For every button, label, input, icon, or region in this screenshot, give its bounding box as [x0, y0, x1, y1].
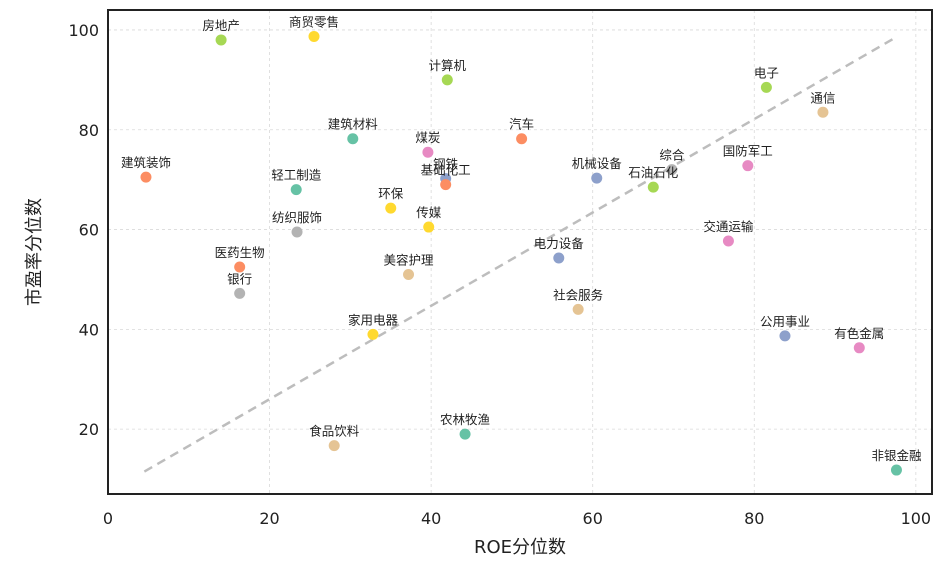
plot-frame	[107, 9, 933, 495]
data-point	[722, 235, 734, 247]
data-point	[591, 172, 603, 184]
trendline-layer	[143, 36, 897, 473]
data-point	[760, 81, 772, 93]
y-tick-label: 40	[79, 320, 99, 339]
point-label: 银行	[227, 271, 252, 286]
point-label: 家用电器	[348, 312, 399, 327]
point-label: 环保	[378, 186, 404, 201]
point-label: 煤炭	[415, 130, 440, 145]
x-tick-label: 100	[901, 509, 932, 528]
data-point	[215, 34, 227, 46]
data-point	[234, 287, 246, 299]
y-tick-label: 80	[79, 121, 99, 140]
data-point	[403, 268, 415, 280]
data-point	[459, 428, 471, 440]
point-label: 轻工制造	[271, 168, 322, 183]
point-label: 建筑材料	[328, 117, 379, 132]
point-label: 公用事业	[760, 314, 810, 329]
point-label: 机械设备	[572, 156, 623, 171]
point-label: 食品饮料	[309, 424, 360, 439]
x-tick-label: 80	[744, 509, 764, 528]
y-tick-label: 60	[79, 221, 99, 240]
data-point	[572, 303, 584, 315]
data-point	[385, 202, 397, 214]
y-tick-label: 20	[79, 420, 99, 439]
point-label: 美容护理	[384, 252, 435, 267]
point-label: 医药生物	[215, 245, 265, 260]
x-tick-label: 20	[259, 509, 279, 528]
data-point	[291, 226, 303, 238]
point-label: 有色金属	[834, 326, 884, 341]
x-tick-label: 0	[103, 509, 113, 528]
data-point	[817, 106, 829, 118]
data-point	[441, 74, 453, 86]
trendline	[143, 36, 897, 473]
point-label: 综合	[659, 148, 685, 163]
data-point	[422, 146, 434, 158]
x-axis-title: ROE分位数	[474, 537, 566, 558]
data-point	[140, 171, 152, 183]
point-label: 建筑装饰	[121, 155, 171, 170]
point-label: 钢铁	[433, 157, 459, 172]
point-label: 石油石化	[628, 165, 679, 180]
x-tick-label: 40	[421, 509, 441, 528]
point-label: 农林牧渔	[440, 412, 490, 427]
point-label: 基础化工	[421, 163, 471, 178]
data-point	[553, 252, 565, 264]
point-label: 电子	[754, 65, 779, 80]
data-point	[234, 261, 246, 273]
point-label: 国防军工	[723, 144, 773, 159]
data-point	[440, 179, 452, 191]
point-label: 汽车	[509, 117, 534, 132]
grid-lines	[107, 10, 932, 494]
data-point	[647, 181, 659, 193]
data-point	[516, 133, 528, 145]
point-label: 纺织服饰	[272, 210, 322, 225]
data-point	[367, 328, 379, 340]
point-label: 计算机	[429, 58, 467, 73]
data-point	[890, 464, 902, 476]
data-point	[423, 221, 435, 233]
point-label: 非银金融	[871, 448, 922, 463]
data-point	[308, 30, 320, 42]
axis-ticks: 0 20 40 60 80 100 20 40 60 80 100	[68, 21, 931, 528]
data-points	[140, 30, 902, 476]
x-tick-label: 60	[583, 509, 603, 528]
y-tick-label: 100	[68, 21, 99, 40]
point-label: 社会服务	[553, 287, 603, 302]
data-point	[779, 330, 791, 342]
data-point	[290, 184, 302, 196]
point-label: 房地产	[202, 18, 240, 33]
point-label: 传媒	[416, 205, 442, 220]
data-point	[328, 440, 340, 452]
data-point	[666, 164, 678, 176]
point-label: 电力设备	[534, 236, 585, 251]
point-label: 交通运输	[703, 219, 754, 234]
point-label: 商贸零售	[289, 14, 339, 29]
data-point	[742, 160, 754, 172]
y-axis-title: 市盈率分位数	[24, 198, 45, 306]
point-label: 通信	[810, 90, 835, 105]
data-point	[853, 342, 865, 354]
data-point	[347, 133, 359, 145]
